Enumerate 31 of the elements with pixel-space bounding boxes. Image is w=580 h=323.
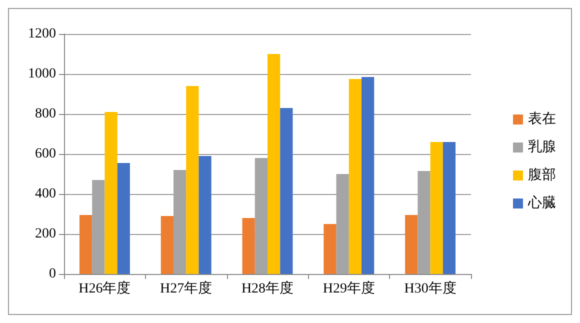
- bar: [242, 218, 255, 274]
- bar: [198, 156, 212, 274]
- bar: [442, 142, 456, 274]
- bar: [268, 54, 280, 274]
- y-tick-label: 200: [35, 226, 56, 242]
- bar: [430, 142, 443, 274]
- bar: [362, 77, 374, 274]
- y-tick-label: 0: [49, 266, 56, 282]
- bar: [348, 79, 362, 274]
- x-tick-label: H28年度: [241, 280, 294, 296]
- legend-label: 腹部: [528, 167, 556, 183]
- legend-label: 表在: [528, 111, 556, 127]
- bar: [280, 108, 293, 274]
- bar: [79, 215, 92, 274]
- legend-label: 乳腺: [528, 139, 556, 155]
- y-tick-label: 400: [35, 186, 56, 202]
- x-tick-label: H29年度: [322, 280, 375, 296]
- bar: [186, 86, 199, 274]
- x-tick-label: H27年度: [160, 280, 212, 296]
- y-tick-label: 1200: [28, 26, 56, 42]
- y-tick-label: 600: [35, 146, 56, 162]
- legend-label: 心臓: [527, 195, 556, 211]
- y-tick-label: 1000: [28, 66, 56, 82]
- bar: [104, 112, 118, 274]
- bar: [117, 163, 130, 274]
- x-tick-label: H30年度: [404, 280, 456, 296]
- bar: [405, 215, 418, 274]
- bar: [160, 216, 174, 274]
- bar: [324, 224, 336, 274]
- y-tick-label: 800: [35, 106, 56, 122]
- x-tick-label: H26年度: [78, 280, 131, 296]
